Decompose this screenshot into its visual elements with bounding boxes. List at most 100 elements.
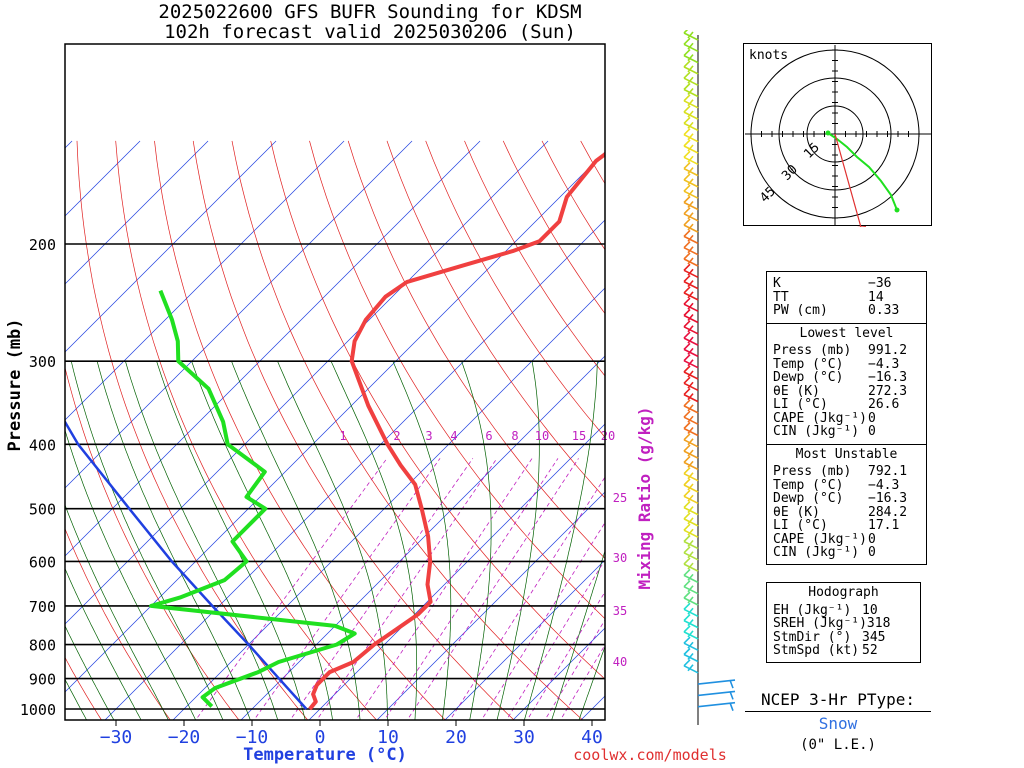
dry-adiabat-line <box>309 140 605 620</box>
isotherm-line <box>65 140 481 557</box>
wind-barb <box>683 365 699 380</box>
index-label: Press (mb) <box>773 464 852 479</box>
wind-barb <box>683 241 699 256</box>
wind-barb <box>683 421 699 437</box>
moist-adiabat-line <box>524 361 598 720</box>
moist-adiabat-line <box>330 360 418 720</box>
moist-adiabat-line <box>65 504 169 720</box>
wind-barb <box>683 489 699 505</box>
index-value: 792.1 <box>868 464 908 479</box>
wind-barb <box>683 455 699 471</box>
mixing-ratio-tick-label: 25 <box>613 491 627 505</box>
index-row: LI (°C) 17.1 <box>767 519 926 533</box>
moist-adiabat-line <box>496 361 540 720</box>
wind-barb <box>683 60 699 75</box>
most-unstable-table: Press (mb) 792.1 Temp (°C) −4.3 Dewp (°C) −16… <box>767 465 926 560</box>
dry-adiabat-line <box>65 527 171 720</box>
isotherm-line <box>0 141 4 723</box>
index-row: CIN (Jkg⁻¹) 0 <box>767 425 926 439</box>
pressure-tick-label: 600 <box>29 553 56 571</box>
wind-barb <box>683 659 699 674</box>
wind-barb <box>683 331 699 346</box>
moist-adiabat-line <box>65 567 142 720</box>
pressure-tick-label: 800 <box>29 637 56 655</box>
index-value: −36 <box>868 276 892 291</box>
mixing-ratio-tick-label: 35 <box>613 604 627 618</box>
dry-adiabat-line <box>386 140 605 499</box>
pressure-tick-label: 200 <box>29 236 56 254</box>
wind-barb <box>683 647 699 663</box>
moist-adiabat-line <box>70 361 224 720</box>
index-label: PW (cm) <box>773 303 828 318</box>
wind-barb <box>683 173 699 188</box>
index-label: Dewp (°C) <box>773 491 844 506</box>
wind-barb <box>683 410 699 425</box>
parcel-trace <box>65 419 308 710</box>
mixing-ratio-line <box>383 458 559 720</box>
moist-adiabat-line <box>392 360 452 720</box>
wind-barb <box>683 602 699 618</box>
temperature-labels: −30 −20 −10 0 10 20 30 40 <box>100 720 603 748</box>
wind-barb <box>683 568 699 584</box>
wind-barb <box>683 297 699 312</box>
index-row: θE (K) 284.2 <box>767 505 926 520</box>
isotherm-line <box>65 140 413 489</box>
index-value: 345 <box>862 629 886 645</box>
mixing-ratio-tick-label: 6 <box>485 429 492 443</box>
index-row: θE (K) 272.3 <box>767 383 926 399</box>
index-label: θE (K) <box>773 383 820 399</box>
index-row: EH (Jkg⁻¹) 10 <box>767 602 920 618</box>
lowest-level-table: Press (mb) 991.2 Temp (°C) −4.3 Dewp (°C) −16… <box>767 344 926 439</box>
wind-barb <box>697 701 736 711</box>
mixing-ratio-line <box>316 458 498 720</box>
isotherm-line <box>172 287 605 720</box>
y-axis-label: Pressure (mb) <box>5 318 25 451</box>
index-value: 0 <box>868 410 876 426</box>
index-value: 26.6 <box>868 397 900 412</box>
index-label: StmDir (°) <box>773 629 852 645</box>
wind-barb <box>683 105 699 120</box>
title-line-1: 2025022600 GFS BUFR Sounding for KDSM <box>158 1 582 23</box>
index-row: CIN (Jkg⁻¹) 0 <box>767 546 926 560</box>
dry-adiabat-line <box>425 140 605 438</box>
mixing-ratio-tick-label: 3 <box>425 429 432 443</box>
title-line-2: 102h forecast valid 2025030206 (Sun) <box>164 21 576 43</box>
index-label: Dewp (°C) <box>773 370 844 385</box>
hodograph-units-label: knots <box>749 48 788 63</box>
index-label: Press (mb) <box>773 343 852 358</box>
ptype-divider <box>745 711 931 712</box>
wind-barb <box>697 690 736 700</box>
hodograph-stats-table: EH (Jkg⁻¹) 10 SREH (Jkg⁻¹) 318 StmDir (°) 345… <box>767 602 920 658</box>
wind-barb <box>683 501 699 516</box>
index-label: EH (Jkg⁻¹) <box>773 602 852 618</box>
index-value: 272.3 <box>868 383 908 399</box>
index-value: −4.3 <box>868 356 900 372</box>
isotherm-line <box>104 219 605 720</box>
isotherm-line <box>65 140 345 421</box>
index-value: −16.3 <box>868 370 908 385</box>
hodograph: knots 15 30 45 <box>743 43 932 227</box>
temperature-trace <box>308 151 605 711</box>
index-row: TT 14 <box>767 290 926 305</box>
wind-barb <box>683 139 699 154</box>
moist-adiabat-line <box>65 625 115 720</box>
index-value: 0 <box>868 424 876 439</box>
moist-adiabat-line <box>65 429 197 720</box>
wind-barb <box>683 150 699 166</box>
dry-adiabat-line <box>154 140 446 720</box>
storm-motion-vector <box>834 133 862 227</box>
isotherm-line <box>376 491 605 720</box>
moist-adiabat-line <box>461 360 492 720</box>
isotherm-line <box>65 151 605 693</box>
moist-adiabat-line <box>65 678 88 720</box>
x-axis-label: Temperature (°C) <box>243 745 407 765</box>
temperature-tick-label: 0 <box>315 727 326 748</box>
pressure-tick-label: 400 <box>29 436 56 454</box>
dry-adiabat-line <box>464 140 605 377</box>
background-lines <box>0 140 605 723</box>
wind-barb <box>683 207 699 222</box>
wind-barb <box>683 252 699 267</box>
index-row: K −36 <box>767 277 926 291</box>
index-value: 0.33 <box>868 303 900 318</box>
